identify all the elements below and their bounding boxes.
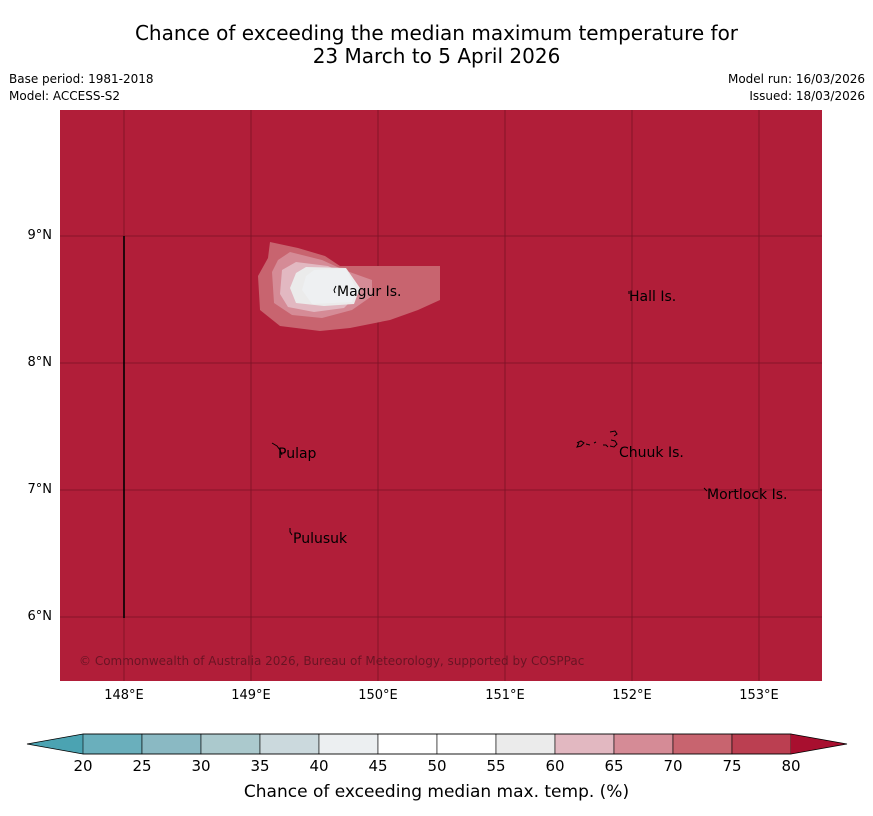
meta-left: Base period: 1981-2018 Model: ACCESS-S2 <box>9 71 154 105</box>
colorbar-cell-55 <box>495 733 556 755</box>
island-markers <box>271 285 708 536</box>
colorbar-cell-40 <box>318 733 379 755</box>
contour-55 <box>302 269 356 304</box>
cb-tick-80: 80 <box>781 757 801 775</box>
lat-tick-9n: 9°N <box>27 228 53 243</box>
colorbar-cell-50 <box>436 733 497 755</box>
cb-tick-50: 50 <box>427 757 447 775</box>
island-pulap <box>271 442 283 456</box>
cb-tick-45: 45 <box>368 757 388 775</box>
lon-tick-152e: 152°E <box>612 688 652 703</box>
map-title: Chance of exceeding the median maximum t… <box>0 22 873 68</box>
lon-tick-153e: 153°E <box>739 688 779 703</box>
map-overlay <box>60 110 822 681</box>
cb-tick-20: 20 <box>73 757 93 775</box>
place-pulap: Pulap <box>278 446 317 462</box>
title-line-2: 23 March to 5 April 2026 <box>312 44 561 68</box>
island-pulusuk <box>289 528 293 536</box>
cb-tick-55: 55 <box>486 757 506 775</box>
colorbar-arrow-high <box>791 734 847 754</box>
copyright-notice: © Commonwealth of Australia 2026, Bureau… <box>79 654 585 668</box>
colorbar-cell-60 <box>554 733 615 755</box>
cb-tick-25: 25 <box>132 757 152 775</box>
colorbar-cell-35 <box>259 733 320 755</box>
issued-date: Issued: 18/03/2026 <box>749 89 865 103</box>
colorbar-cell-75 <box>731 733 792 755</box>
colorbar <box>26 733 848 755</box>
lon-tick-149e: 149°E <box>231 688 271 703</box>
lat-tick-7n: 7°N <box>27 482 53 497</box>
cb-tick-40: 40 <box>309 757 329 775</box>
island-mortlock <box>703 487 708 492</box>
gridlines <box>60 110 822 681</box>
map-panel: Magur Is. Hall Is. Pulap Chuuk Is. Mortl… <box>60 110 822 681</box>
place-magur: Magur Is. <box>337 284 402 300</box>
island-chuuk-east <box>609 430 618 448</box>
model-name: Model: ACCESS-S2 <box>9 89 121 103</box>
colorbar-title: Chance of exceeding median max. temp. (%… <box>243 782 630 802</box>
lon-tick-151e: 151°E <box>485 688 525 703</box>
cb-tick-65: 65 <box>604 757 624 775</box>
lon-tick-148e: 148°E <box>104 688 144 703</box>
place-hall: Hall Is. <box>629 289 677 305</box>
place-mortlock: Mortlock Is. <box>707 487 788 503</box>
place-chuuk: Chuuk Is. <box>619 445 684 461</box>
title-line-1: Chance of exceeding the median maximum t… <box>134 21 739 45</box>
island-magur <box>333 285 337 294</box>
colorbar-cell-30 <box>200 733 261 755</box>
colorbar-cell-20 <box>82 733 143 755</box>
cb-tick-35: 35 <box>250 757 270 775</box>
colorbar-cell-65 <box>613 733 674 755</box>
lat-tick-6n: 6°N <box>27 609 53 624</box>
place-pulusuk: Pulusuk <box>293 531 348 547</box>
meta-right: Model run: 16/03/2026 Issued: 18/03/2026 <box>728 71 865 105</box>
colorbar-cell-45 <box>377 733 438 755</box>
lat-tick-8n: 8°N <box>27 355 53 370</box>
colorbar-cell-70 <box>672 733 733 755</box>
colorbar-arrow-low <box>27 734 83 754</box>
cb-tick-70: 70 <box>663 757 683 775</box>
cb-tick-30: 30 <box>191 757 211 775</box>
colorbar-outline <box>26 733 848 755</box>
model-run: Model run: 16/03/2026 <box>727 72 865 86</box>
colorbar-cells <box>82 733 792 755</box>
base-period: Base period: 1981-2018 <box>9 72 154 86</box>
colorbar-cell-25 <box>141 733 202 755</box>
lon-tick-150e: 150°E <box>358 688 398 703</box>
cb-tick-60: 60 <box>545 757 565 775</box>
island-chuuk-west <box>576 440 609 448</box>
cb-tick-75: 75 <box>722 757 742 775</box>
probability-contours <box>258 242 440 331</box>
